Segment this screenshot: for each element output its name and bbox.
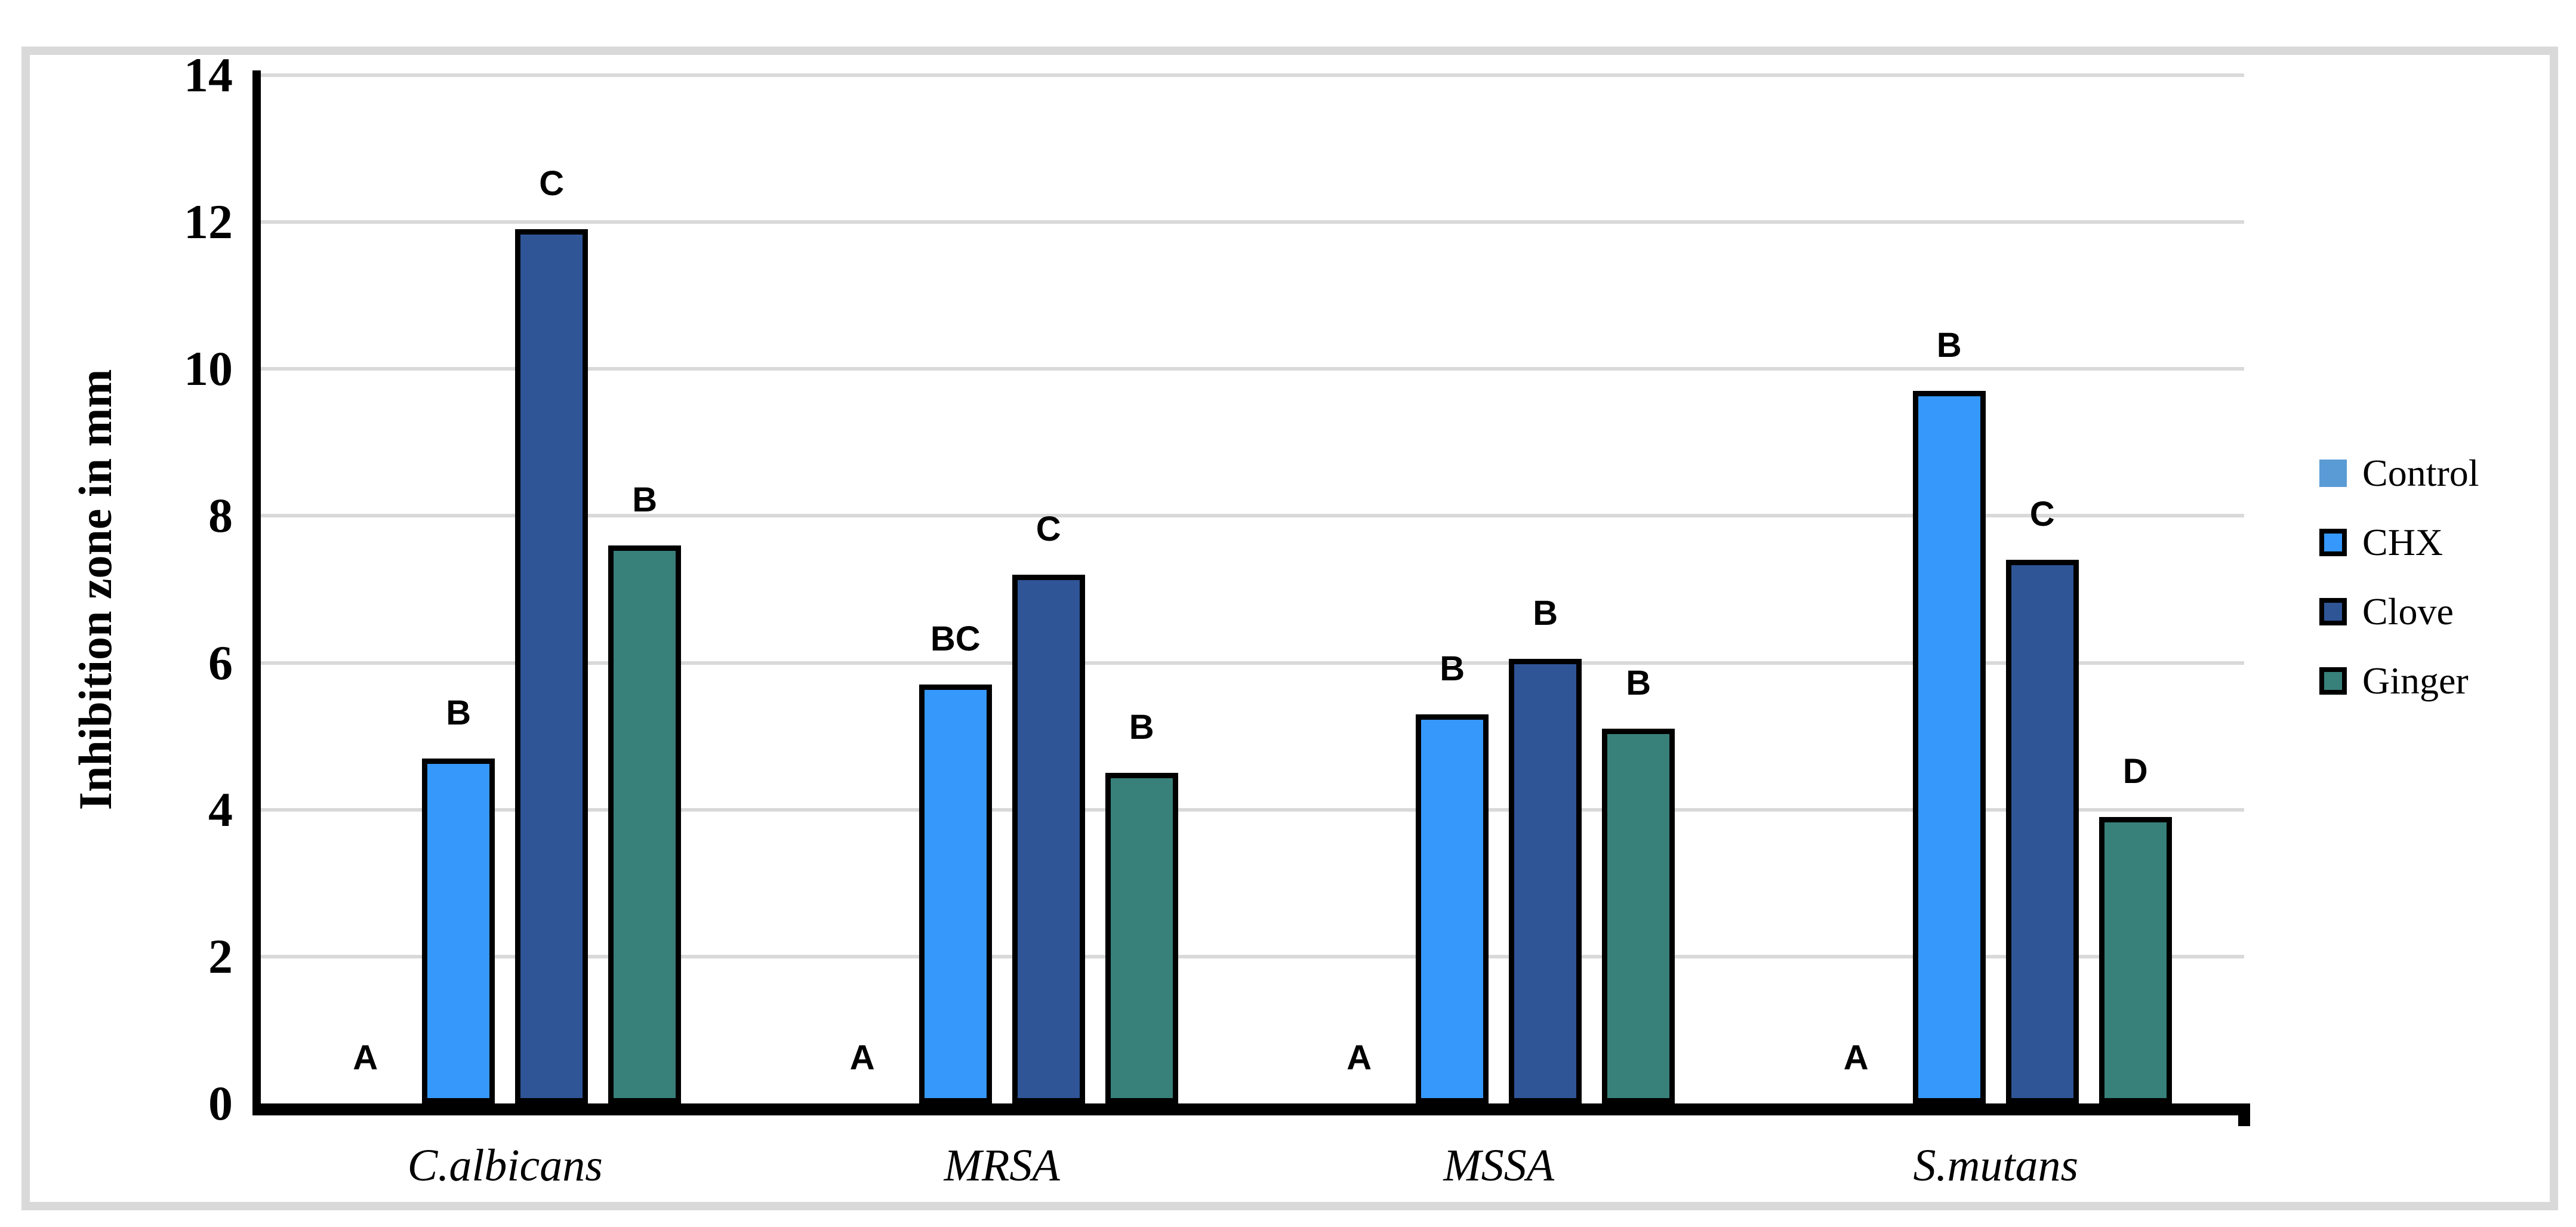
plot-area: A B C B A BC C B A B B B A B C D: [257, 73, 2244, 1103]
y-tick-label: 10: [184, 341, 233, 396]
bar-ginger-s.mutans: [2099, 817, 2172, 1103]
bar-ginger-c.albicans: [608, 545, 682, 1103]
significance-letter: A: [1346, 1038, 1372, 1077]
bar-clove-mssa: [1509, 659, 1582, 1103]
y-axis-title: Inhibition zone in mm: [69, 369, 121, 810]
y-tick-label: 2: [208, 929, 233, 984]
bar-chx-s.mutans: [1912, 391, 1986, 1103]
significance-letter: B: [1936, 326, 1962, 365]
gridline: [257, 73, 2244, 77]
category-label: MSSA: [1443, 1140, 1555, 1191]
y-tick-label: 6: [208, 635, 233, 690]
legend-label: CHX: [2362, 521, 2443, 563]
gridline: [257, 661, 2244, 665]
significance-letter: C: [539, 164, 565, 204]
legend-label: Clove: [2362, 590, 2454, 633]
legend-swatch-icon: [2319, 667, 2347, 695]
y-tick-label: 4: [208, 782, 233, 837]
legend-item-clove: Clove: [2319, 590, 2454, 633]
legend-swatch-icon: [2319, 598, 2347, 625]
y-tick-label: 8: [208, 488, 233, 543]
bar-clove-mrsa: [1012, 575, 1085, 1103]
legend-item-chx: CHX: [2319, 521, 2443, 563]
significance-letter: C: [1036, 509, 1061, 548]
significance-letter: A: [849, 1038, 875, 1077]
bar-ginger-mssa: [1602, 729, 1675, 1103]
bar-chx-mssa: [1416, 714, 1489, 1103]
significance-letter: D: [2122, 751, 2148, 791]
category-label: S.mutans: [1913, 1140, 2079, 1191]
legend-swatch-icon: [2319, 460, 2347, 487]
y-axis-line: [252, 70, 261, 1115]
x-axis-line: [252, 1103, 2250, 1115]
legend-item-ginger: Ginger: [2319, 659, 2469, 702]
legend-item-control: Control: [2319, 452, 2479, 494]
significance-letter: A: [1843, 1038, 1869, 1077]
significance-letter: B: [632, 480, 658, 519]
bar-clove-s.mutans: [2005, 560, 2079, 1103]
bar-ginger-mrsa: [1105, 773, 1178, 1103]
category-label: C.albicans: [407, 1140, 603, 1191]
legend-swatch-icon: [2319, 529, 2347, 556]
significance-letter: BC: [930, 619, 981, 659]
gridline: [257, 367, 2244, 371]
significance-letter: B: [1533, 594, 1558, 633]
gridline: [257, 220, 2244, 224]
significance-letter: B: [446, 693, 472, 732]
legend-label: Ginger: [2362, 659, 2469, 702]
bar-clove-c.albicans: [515, 229, 588, 1103]
y-tick-label: 14: [184, 48, 233, 102]
legend-label: Control: [2362, 452, 2479, 494]
bar-chx-c.albicans: [422, 759, 495, 1103]
y-tick-label: 0: [208, 1076, 233, 1130]
gridline: [257, 514, 2244, 518]
category-label: MRSA: [944, 1140, 1060, 1191]
bar-chx-mrsa: [919, 685, 992, 1103]
gridline: [257, 807, 2244, 812]
x-axis-end-tick: [2238, 1103, 2250, 1126]
significance-letter: B: [1129, 708, 1154, 747]
significance-letter: C: [2029, 495, 2055, 534]
gridline: [257, 954, 2244, 958]
y-tick-label: 12: [184, 195, 233, 249]
significance-letter: A: [353, 1038, 378, 1077]
significance-letter: B: [1440, 649, 1465, 688]
significance-letter: B: [1626, 664, 1651, 703]
